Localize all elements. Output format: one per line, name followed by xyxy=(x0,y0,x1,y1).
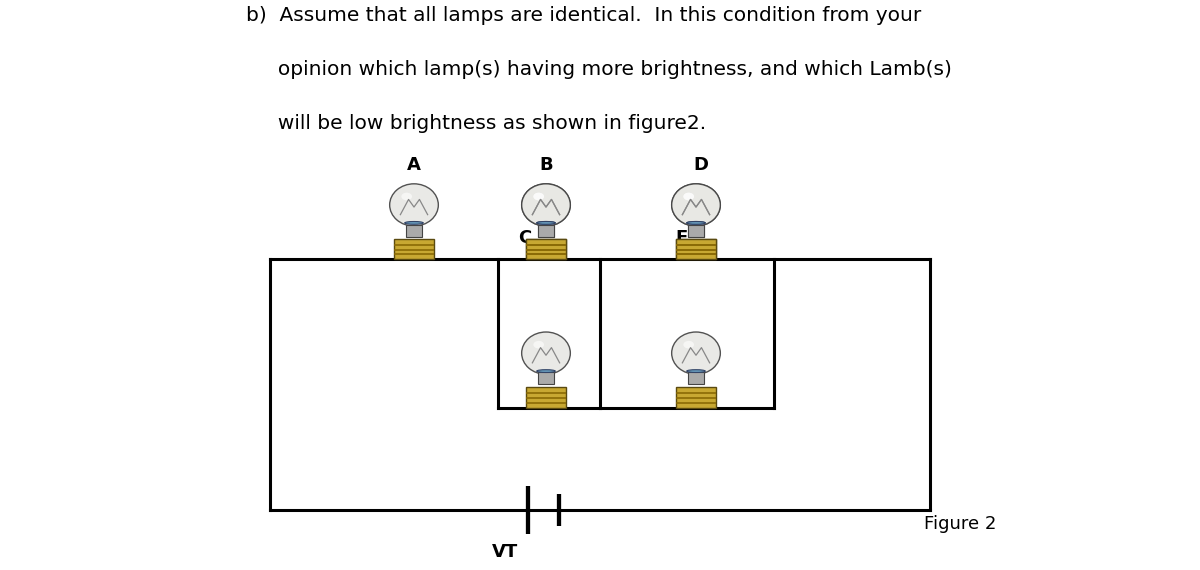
FancyBboxPatch shape xyxy=(677,239,715,259)
Text: VT: VT xyxy=(492,543,518,561)
Ellipse shape xyxy=(686,222,706,224)
Ellipse shape xyxy=(533,193,544,200)
Ellipse shape xyxy=(533,341,544,348)
Ellipse shape xyxy=(683,193,694,200)
FancyBboxPatch shape xyxy=(677,239,715,259)
Ellipse shape xyxy=(522,184,570,226)
Ellipse shape xyxy=(522,332,570,374)
Ellipse shape xyxy=(536,370,556,372)
Ellipse shape xyxy=(536,222,556,224)
FancyBboxPatch shape xyxy=(527,239,565,259)
Ellipse shape xyxy=(672,184,720,226)
Ellipse shape xyxy=(404,222,424,224)
FancyBboxPatch shape xyxy=(677,387,715,408)
FancyBboxPatch shape xyxy=(527,239,565,259)
FancyBboxPatch shape xyxy=(538,225,554,237)
Text: will be low brightness as shown in figure2.: will be low brightness as shown in figur… xyxy=(246,114,706,133)
Text: B: B xyxy=(539,156,553,174)
FancyBboxPatch shape xyxy=(395,239,433,259)
Text: C: C xyxy=(517,229,532,247)
FancyBboxPatch shape xyxy=(406,225,422,237)
Ellipse shape xyxy=(536,222,556,224)
Ellipse shape xyxy=(686,370,706,372)
FancyBboxPatch shape xyxy=(538,225,554,237)
FancyBboxPatch shape xyxy=(688,225,704,237)
Ellipse shape xyxy=(672,184,720,226)
FancyBboxPatch shape xyxy=(527,387,565,408)
FancyBboxPatch shape xyxy=(538,372,554,384)
Text: E: E xyxy=(676,229,688,247)
Text: opinion which lamp(s) having more brightness, and which Lamb(s): opinion which lamp(s) having more bright… xyxy=(246,60,952,79)
Text: D: D xyxy=(694,156,708,174)
Text: A: A xyxy=(407,156,421,174)
Text: b)  Assume that all lamps are identical.  In this condition from your: b) Assume that all lamps are identical. … xyxy=(246,6,922,25)
Text: Figure 2: Figure 2 xyxy=(924,515,996,533)
Ellipse shape xyxy=(683,193,694,200)
Ellipse shape xyxy=(522,184,570,226)
Ellipse shape xyxy=(533,193,544,200)
Ellipse shape xyxy=(683,341,694,348)
Ellipse shape xyxy=(686,222,706,224)
FancyBboxPatch shape xyxy=(688,225,704,237)
Ellipse shape xyxy=(401,193,412,200)
Ellipse shape xyxy=(390,184,438,226)
Ellipse shape xyxy=(672,332,720,374)
FancyBboxPatch shape xyxy=(688,372,704,384)
